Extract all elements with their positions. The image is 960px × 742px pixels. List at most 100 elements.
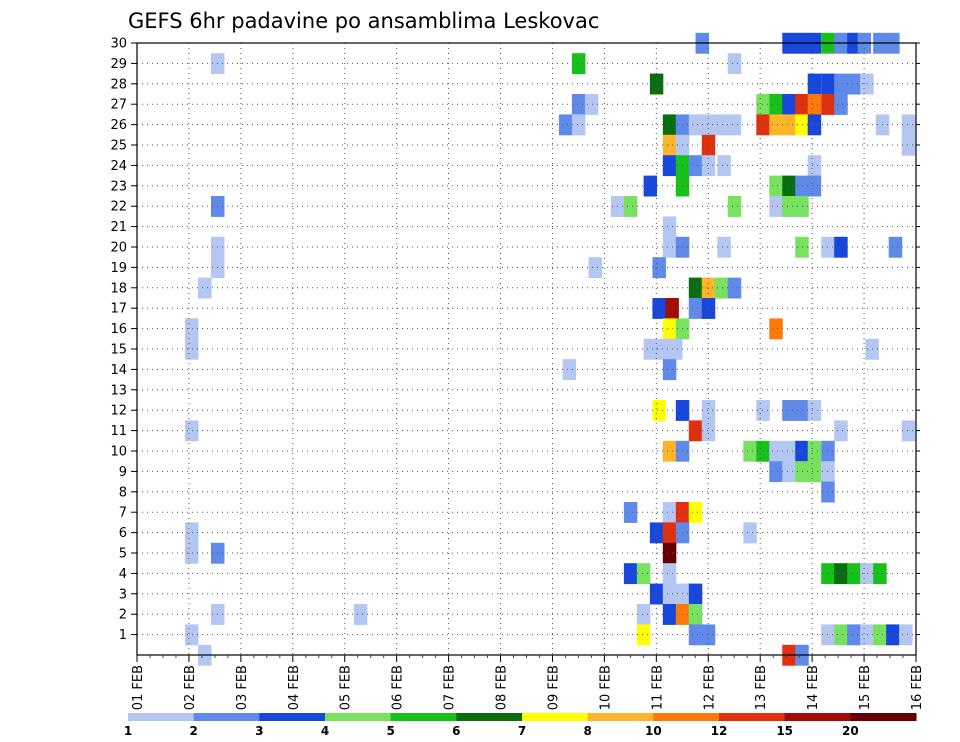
y-tick-label: 2	[119, 608, 127, 623]
precip-cell	[688, 420, 703, 442]
x-tick-label: 16 FEB	[910, 665, 925, 710]
y-tick-label: 20	[110, 241, 127, 256]
precip-cell	[807, 155, 822, 177]
precip-cell	[562, 359, 577, 381]
y-tick-label: 29	[110, 57, 127, 72]
y-tick-label: 7	[119, 506, 127, 521]
precip-cell	[701, 400, 716, 421]
y-tick-label: 14	[110, 363, 127, 378]
colorbar-label: 5	[386, 724, 394, 738]
precip-cell	[623, 196, 638, 217]
precip-cell	[807, 175, 822, 197]
y-tick-label: 25	[110, 139, 127, 154]
precip-cell	[795, 196, 809, 217]
precip-cell	[860, 73, 874, 95]
y-tick-label: 4	[119, 567, 127, 582]
precip-cell	[834, 94, 848, 115]
colorbar-segment	[653, 713, 720, 721]
precip-cell	[769, 114, 783, 136]
precip-cell	[588, 257, 603, 279]
colorbar-segment	[390, 713, 457, 721]
precip-cell	[623, 563, 638, 585]
precip-cell	[807, 73, 822, 95]
precip-cell	[662, 359, 677, 381]
precip-cell	[795, 461, 809, 483]
precip-cell	[662, 134, 677, 156]
precip-cell	[727, 114, 742, 136]
precip-cell	[649, 522, 664, 544]
colorbar-segment	[193, 713, 260, 721]
y-tick-label: 11	[110, 424, 127, 439]
colorbar-segment	[522, 713, 589, 721]
precip-cell	[662, 502, 677, 523]
precip-cell	[807, 114, 822, 136]
precip-cell	[782, 440, 796, 462]
precip-cell	[769, 196, 783, 217]
colorbar-label: 2	[189, 724, 197, 738]
precip-cell	[743, 440, 757, 462]
precip-cell	[185, 542, 199, 564]
colorbar-label: 1	[124, 724, 132, 738]
x-tick-label: 13 FEB	[754, 665, 769, 710]
x-tick-label: 05 FEB	[339, 665, 354, 710]
precip-cell	[901, 134, 916, 156]
x-tick-label: 01 FEB	[131, 665, 146, 710]
precip-cell	[649, 73, 664, 95]
precip-cell	[769, 440, 783, 462]
precip-cell	[636, 604, 651, 625]
y-tick-label: 23	[110, 179, 127, 194]
y-tick-label: 13	[110, 383, 127, 398]
precip-cell	[652, 400, 666, 421]
x-tick-label: 12 FEB	[702, 665, 717, 710]
y-tick-label: 3	[119, 587, 127, 602]
precip-cell	[769, 175, 783, 197]
precip-cell	[899, 624, 913, 646]
colorbar-label: 10	[645, 724, 662, 738]
precip-cell	[769, 318, 783, 340]
precip-cell	[782, 175, 796, 197]
precip-cell	[782, 196, 796, 217]
chart-title: GEFS 6hr padavine po ansamblima Leskovac	[128, 9, 599, 33]
precip-cell	[834, 420, 848, 442]
precip-cell	[571, 114, 586, 136]
y-tick-label: 22	[110, 200, 127, 215]
precip-cell	[847, 563, 861, 585]
colorbar-label: 15	[776, 724, 793, 738]
precip-cell	[873, 624, 887, 646]
precip-cell	[688, 155, 703, 177]
precip-cell	[198, 277, 212, 299]
precip-cell	[717, 155, 731, 177]
y-tick-label: 30	[110, 37, 127, 52]
y-tick-label: 8	[119, 485, 127, 500]
precip-cell	[185, 522, 199, 544]
precip-cell	[860, 624, 874, 646]
precip-cell	[769, 94, 783, 115]
axes: 1234567891011121314151617181920212223242…	[110, 37, 925, 711]
precip-cell	[782, 461, 796, 483]
colorbar-label: 12	[711, 724, 728, 738]
colorbar-label: 8	[583, 724, 591, 738]
colorbar-segment	[456, 713, 523, 721]
precip-cell	[714, 114, 729, 136]
precip-cell	[185, 318, 199, 340]
precip-cell	[782, 94, 796, 115]
precip-cell	[756, 114, 770, 136]
precip-cell	[888, 236, 903, 258]
precip-cell	[584, 94, 599, 115]
precip-cell	[652, 298, 666, 319]
precip-cell	[701, 155, 716, 177]
precip-cell	[717, 236, 731, 258]
precip-cell	[662, 440, 677, 462]
colorbar-label: 3	[255, 724, 263, 738]
precip-cell	[636, 624, 651, 646]
precip-cell	[662, 583, 677, 605]
precip-cell	[847, 624, 861, 646]
precip-cell	[782, 400, 796, 421]
precip-cell	[795, 236, 809, 258]
x-tick-label: 06 FEB	[391, 665, 406, 710]
x-tick-label: 04 FEB	[287, 665, 302, 710]
precip-cell	[860, 563, 874, 585]
colorbar-label: 20	[842, 724, 859, 738]
precip-cell	[727, 277, 742, 299]
precip-cell	[743, 522, 757, 544]
